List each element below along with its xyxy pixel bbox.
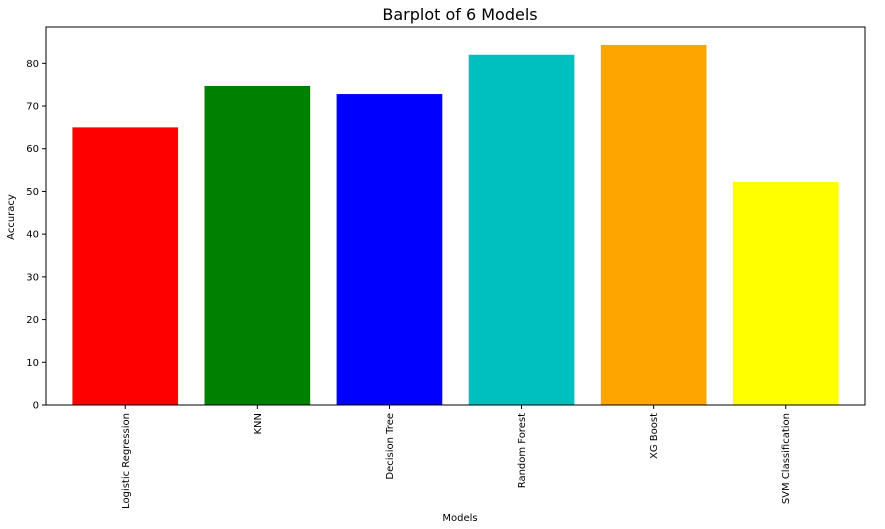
x-tick-label: XG Boost — [649, 413, 660, 459]
x-tick-label: SVM Classification — [781, 413, 792, 504]
chart-title: Barplot of 6 Models — [382, 5, 537, 24]
x-tick-label: Random Forest — [517, 413, 528, 488]
y-tick-label: 20 — [26, 315, 39, 326]
y-axis-ticks: 0 10 20 30 40 50 60 70 80 — [26, 59, 46, 412]
y-tick-label: 50 — [26, 187, 39, 198]
plot-frame — [45, 26, 866, 406]
y-tick-label: 0 — [33, 401, 39, 412]
x-tick-label: Logistic Regression — [121, 413, 132, 509]
y-tick-label: 10 — [26, 358, 39, 369]
x-tick-label: KNN — [253, 413, 264, 435]
y-tick-label: 40 — [26, 230, 39, 241]
y-tick-label: 70 — [26, 102, 39, 113]
bar-4 — [600, 44, 707, 405]
x-axis-label: Models — [442, 513, 477, 524]
bar-2 — [336, 94, 443, 406]
y-tick-label: 30 — [26, 272, 39, 283]
bar-0 — [72, 127, 179, 406]
bar-1 — [204, 85, 311, 405]
x-tick-label: Decision Tree — [385, 413, 396, 480]
y-axis-label: Accuracy — [6, 194, 17, 240]
y-tick-label: 60 — [26, 144, 39, 155]
bars-group — [72, 44, 839, 406]
x-axis-ticks: Logistic Regression KNN Decision Tree Rando… — [121, 405, 792, 509]
bar-3 — [468, 54, 575, 406]
y-tick-label: 80 — [26, 59, 39, 70]
bar-5 — [732, 182, 839, 405]
